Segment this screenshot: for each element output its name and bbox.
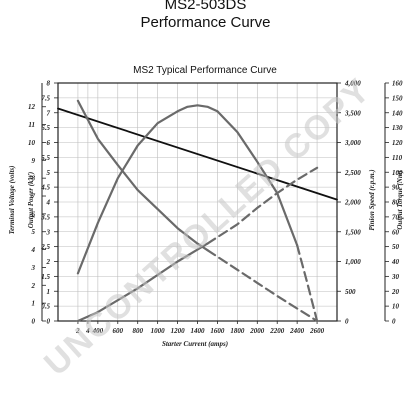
series-group bbox=[57, 99, 338, 323]
left-inner-axis-tick-label: 2 bbox=[46, 258, 51, 266]
right-outer-axis-tick-label: 160 bbox=[392, 80, 403, 88]
right-outer-axis-tick-label: 90 bbox=[392, 184, 400, 192]
x-axis-tick-label: 2 bbox=[75, 327, 80, 335]
left-inner-axis-tick-label: 1.5 bbox=[41, 273, 50, 281]
right-outer-axis-tick-label: 120 bbox=[392, 139, 403, 147]
left-inner-axis-label: Output Power (kW) bbox=[27, 172, 35, 228]
x-axis-tick-label: 4 bbox=[85, 327, 90, 335]
right-inner-axis-label: Pinion Speed (r.p.m.) bbox=[368, 169, 376, 230]
x-axis-tick-label: 2000 bbox=[249, 327, 265, 335]
left-inner-axis-tick-label: 0.5 bbox=[41, 303, 50, 311]
chart-header: MS2-503DS Performance Curve bbox=[0, 0, 411, 32]
left-outer-axis-tick-label: 9 bbox=[32, 157, 36, 165]
x-axis-label: Starter Current (amps) bbox=[162, 340, 228, 348]
right-outer-axis-tick-label: 110 bbox=[392, 154, 403, 162]
left-outer-axis-tick-label: 0 bbox=[32, 318, 36, 326]
right-outer-axis-tick-label: 0 bbox=[392, 318, 396, 326]
right-inner-axis-tick-label: 2,500 bbox=[344, 169, 361, 177]
right-inner-axis-tick-label: 1,000 bbox=[345, 258, 361, 266]
x-axis-tick-label: 2600 bbox=[309, 327, 325, 335]
right-outer-axis-tick-label: 150 bbox=[392, 94, 403, 102]
right-outer-axis-tick-label: 20 bbox=[391, 288, 400, 296]
right-inner-axis-tick-label: 2,000 bbox=[344, 199, 361, 207]
left-inner-axis-tick-label: 4.5 bbox=[40, 184, 50, 192]
x-axis-tick-label: 2200 bbox=[269, 327, 285, 335]
left-inner-axis-tick-label: 8 bbox=[47, 80, 51, 88]
left-outer-axis-tick-label: 4 bbox=[31, 246, 36, 254]
left-inner-axis-tick-label: 6.5 bbox=[41, 124, 50, 132]
right-inner-axis-tick-label: 0 bbox=[345, 318, 349, 326]
right-outer-axis-tick-label: 130 bbox=[392, 124, 403, 132]
left-inner-axis-tick-label: 5 bbox=[47, 169, 51, 177]
right-outer-axis-tick-label: 70 bbox=[392, 213, 400, 221]
x-axis-tick-label: 600 bbox=[113, 327, 124, 335]
series-line-5 bbox=[206, 249, 319, 323]
chart-title: MS2 Typical Performance Curve bbox=[133, 65, 277, 76]
left-inner-axis-tick-label: 7.5 bbox=[41, 94, 50, 102]
left-inner-axis-tick-label: 7 bbox=[47, 109, 51, 117]
left-outer-axis-tick-label: 7 bbox=[32, 193, 36, 201]
curve-subtitle: Performance Curve bbox=[140, 14, 271, 31]
left-inner-axis-tick-label: 3.5 bbox=[40, 213, 50, 221]
left-outer-axis-tick-label: 1 bbox=[32, 300, 36, 308]
x-axis-tick-label: 1000 bbox=[151, 327, 166, 335]
left-outer-axis-tick-label: 8 bbox=[32, 175, 36, 183]
plot-frame bbox=[41, 82, 389, 324]
left-outer-axis-tick-label: 10 bbox=[28, 139, 36, 147]
series-line-6 bbox=[76, 242, 209, 323]
right-inner-axis-tick-label: 3,000 bbox=[344, 139, 361, 147]
left-inner-axis-tick-label: 6 bbox=[47, 139, 51, 147]
x-axis-tick-label: 1600 bbox=[210, 327, 225, 335]
watermark: UNCONTROLLED COPY bbox=[37, 71, 378, 384]
series-line-2 bbox=[76, 104, 299, 275]
x-axis-tick-label: 1800 bbox=[230, 327, 245, 335]
right-outer-axis-tick-label: 80 bbox=[392, 199, 400, 207]
right-outer-axis-tick-label: 10 bbox=[392, 303, 400, 311]
right-outer-axis-tick-label: 30 bbox=[391, 273, 400, 281]
left-outer-axis-tick-label: 11 bbox=[28, 121, 35, 129]
right-outer-axis-label: Output Torque (Nm) bbox=[396, 170, 404, 229]
left-outer-axis-tick-label: 6 bbox=[32, 210, 36, 218]
left-outer-axis-tick-label: 2 bbox=[31, 282, 36, 290]
series-line-4 bbox=[76, 99, 209, 252]
x-axis-tick-label: 1200 bbox=[171, 327, 186, 335]
series-line-3 bbox=[296, 244, 319, 323]
left-inner-axis-tick-label: 2.5 bbox=[40, 243, 50, 251]
right-inner-axis-tick-label: 3,500 bbox=[344, 109, 361, 117]
right-inner-axis-tick-label: 4,000 bbox=[344, 80, 361, 88]
left-outer-axis-tick-label: 5 bbox=[32, 228, 36, 236]
right-outer-axis-tick-label: 50 bbox=[392, 243, 400, 251]
right-inner-axis-tick-label: 500 bbox=[345, 288, 356, 296]
right-outer-axis-tick-label: 60 bbox=[392, 228, 400, 236]
left-inner-axis-tick-label: 4 bbox=[46, 199, 51, 207]
x-axis-tick-label: 800 bbox=[132, 327, 143, 335]
left-inner-axis-tick-label: 5.5 bbox=[41, 154, 50, 162]
left-inner-axis-tick-label: 0 bbox=[47, 318, 51, 326]
tick-labels: 00.511.522.533.544.555.566.577.580123456… bbox=[28, 80, 403, 336]
model-title: MS2-503DS bbox=[164, 0, 247, 13]
x-axis-tick-label: 1400 bbox=[191, 327, 206, 335]
right-outer-axis-tick-label: 100 bbox=[392, 169, 403, 177]
right-outer-axis-tick-label: 140 bbox=[392, 109, 403, 117]
left-inner-axis-tick-label: 3 bbox=[46, 228, 51, 236]
x-axis-tick-label: 400 bbox=[92, 327, 104, 335]
left-outer-axis-tick-label: 3 bbox=[31, 264, 36, 272]
grid bbox=[58, 83, 337, 321]
x-axis-tick-label: 2400 bbox=[289, 327, 305, 335]
left-outer-axis-label: Terminal Voltage (volts) bbox=[8, 166, 16, 235]
right-outer-axis-tick-label: 40 bbox=[391, 258, 400, 266]
series-line-7 bbox=[206, 166, 319, 245]
left-outer-axis-tick-label: 12 bbox=[28, 103, 36, 111]
left-inner-axis-tick-label: 1 bbox=[47, 288, 51, 296]
right-inner-axis-tick-label: 1,500 bbox=[345, 228, 361, 236]
